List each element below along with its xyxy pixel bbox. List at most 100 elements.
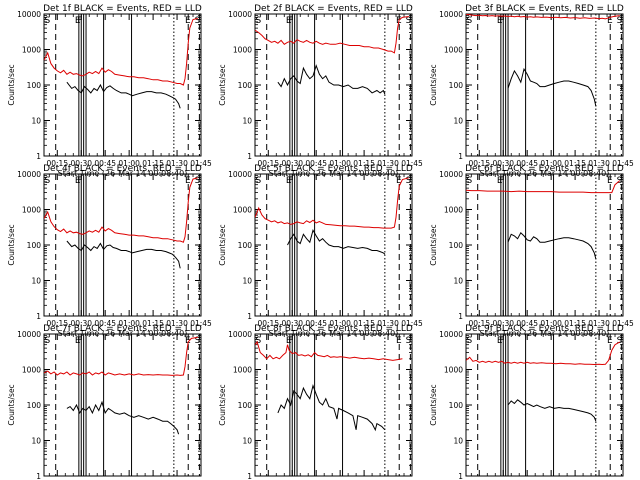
chart-panel-5: Det 5f BLACK = Events, RED = LLD 1 10 100 10…	[218, 164, 423, 338]
series-line-events	[66, 240, 181, 269]
marker-tag: E	[607, 176, 613, 186]
y-axis-label: Counts/sec	[429, 224, 438, 265]
marker-tag: S	[45, 16, 51, 26]
y-tick-label: 10	[453, 117, 463, 126]
marker-tag: E	[497, 176, 503, 186]
y-tick-label: 10	[242, 277, 252, 286]
y-tick-label: 1000	[22, 46, 41, 55]
marker-tag: S	[45, 336, 51, 346]
plot-frame	[465, 173, 624, 317]
x-tick-label: 00:45	[516, 319, 538, 328]
plot-frame	[465, 13, 624, 157]
marker-tag: S	[45, 176, 51, 186]
marker-tag: S	[195, 16, 201, 26]
y-tick-label: 1	[458, 472, 463, 480]
x-tick-label: 00:30	[492, 319, 514, 328]
chart-panel-7: Det 7f BLACK = Events, RED = LLD 1 10 100 10…	[7, 324, 212, 480]
x-tick-label: 01:15	[564, 319, 586, 328]
x-tick-label: 01:30	[588, 159, 610, 168]
y-tick-label: 10	[453, 277, 463, 286]
x-tick-label: 01:00	[540, 319, 562, 328]
x-tick-label: 01:45	[612, 319, 634, 328]
y-tick-label: 1000	[22, 366, 41, 375]
chart-panel-4: Det 4f BLACK = Events, RED = LLD 1 10 100 10…	[7, 164, 212, 338]
y-axis-label: Counts/sec	[429, 384, 438, 425]
y-tick-label: 10000	[17, 10, 41, 19]
marker-tag: E	[185, 16, 191, 26]
x-tick-label: 00:15	[46, 319, 68, 328]
marker-tag: S	[617, 16, 623, 26]
y-axis-label: Counts/sec	[7, 384, 16, 425]
y-tick-label: 10000	[228, 330, 252, 339]
chart-panel-2: Det 2f BLACK = Events, RED = LLD 1 10 100 10…	[218, 4, 423, 178]
series-line-lld	[44, 17, 198, 86]
marker-tag: F	[288, 16, 293, 26]
x-tick-label: 00:15	[257, 159, 279, 168]
y-tick-label: 1000	[233, 366, 252, 375]
x-tick-label: 01:30	[377, 159, 399, 168]
y-tick-label: 10	[31, 117, 41, 126]
series-line-lld	[466, 14, 620, 20]
x-tick-label: 01:30	[166, 319, 188, 328]
y-tick-label: 10000	[17, 330, 41, 339]
y-tick-label: 1000	[444, 206, 463, 215]
marker-tag: F	[77, 336, 82, 346]
x-tick-label: 01:15	[353, 319, 375, 328]
y-tick-label: 100	[238, 401, 253, 410]
series-line-lld	[255, 340, 403, 361]
chart-panel-8: Det 8f BLACK = Events, RED = LLD 1 10 100 10…	[218, 324, 423, 480]
x-tick-label: 00:30	[281, 159, 303, 168]
y-tick-label: 1	[36, 472, 41, 480]
x-tick-label: 00:30	[70, 159, 92, 168]
y-tick-label: 1000	[444, 366, 463, 375]
y-tick-label: 10	[453, 437, 463, 446]
marker-tag: S	[256, 336, 262, 346]
x-tick-label: 01:45	[190, 319, 212, 328]
series-line-lld	[44, 177, 198, 243]
marker-tag: E	[286, 336, 292, 346]
series-line-lld	[44, 336, 198, 376]
series-line-events	[507, 67, 597, 107]
marker-tag: E	[75, 336, 81, 346]
x-tick-label: 00:30	[70, 319, 92, 328]
y-tick-label: 1000	[233, 46, 252, 55]
plot-frame	[465, 333, 624, 477]
y-tick-label: 1	[36, 312, 41, 321]
x-tick-label: 00:45	[305, 319, 327, 328]
x-tick-label: 00:30	[492, 159, 514, 168]
y-tick-label: 10000	[17, 170, 41, 179]
y-tick-label: 1	[247, 312, 252, 321]
plot-frame	[43, 13, 202, 157]
y-tick-label: 100	[238, 241, 253, 250]
x-tick-label: 00:15	[257, 319, 279, 328]
series-line-events	[507, 399, 597, 422]
series-line-lld	[255, 16, 409, 54]
marker-tag: E	[286, 16, 292, 26]
marker-tag: S	[617, 336, 623, 346]
y-tick-label: 1000	[233, 206, 252, 215]
y-tick-label: 100	[27, 81, 42, 90]
plot-frame	[43, 333, 202, 477]
marker-tag: S	[406, 16, 412, 26]
plot-frame	[254, 333, 413, 477]
marker-tag: F	[77, 16, 82, 26]
x-tick-label: 01:45	[612, 159, 634, 168]
x-tick-label: 01:45	[401, 319, 423, 328]
chart-title: Det 5f BLACK = Events, RED = LLD	[254, 164, 413, 174]
y-tick-label: 100	[449, 81, 464, 90]
x-tick-label: 01:30	[377, 319, 399, 328]
y-axis-label: Counts/sec	[218, 384, 227, 425]
y-tick-label: 100	[27, 241, 42, 250]
marker-tag: E	[607, 16, 613, 26]
y-tick-label: 1000	[444, 46, 463, 55]
series-line-events	[277, 64, 386, 95]
marker-tag: F	[288, 336, 293, 346]
y-tick-label: 10000	[439, 10, 463, 19]
series-line-events	[287, 228, 386, 255]
marker-tag: E	[497, 16, 503, 26]
chart-title: Det 3f BLACK = Events, RED = LLD	[465, 4, 624, 14]
x-tick-label: 00:15	[46, 159, 68, 168]
marker-tag: E	[185, 336, 191, 346]
y-tick-label: 1	[36, 152, 41, 161]
